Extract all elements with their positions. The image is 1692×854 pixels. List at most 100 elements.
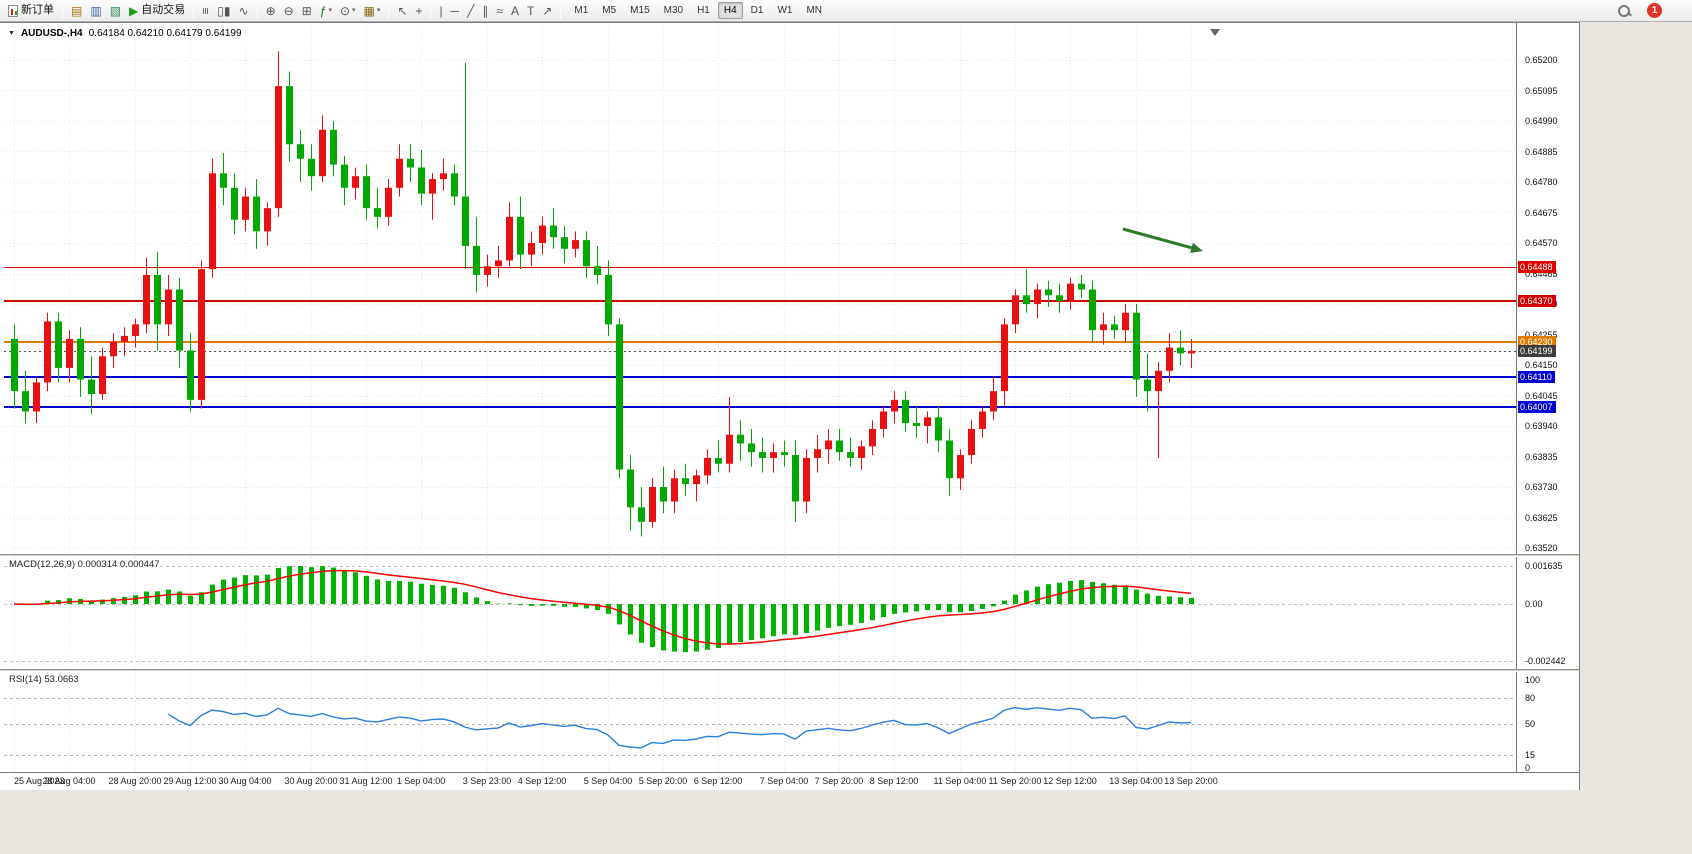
candle-chart-icon-glyph: ▯▮ xyxy=(217,3,231,18)
bar-chart-icon[interactable]: ≡ xyxy=(198,1,213,20)
channel-icon[interactable]: ∥ xyxy=(479,1,491,20)
auto-trading-button[interactable]: ▶ 自动交易 xyxy=(126,1,188,20)
toolbar-right: 1 xyxy=(1613,1,1688,20)
new-order-button[interactable]: 新订单 xyxy=(5,1,57,20)
current-price-badge: 0.64199 xyxy=(1518,344,1556,357)
time-label: 5 Sep 20:00 xyxy=(638,776,688,786)
price-tick: 0.64045 xyxy=(1525,390,1558,401)
timeframe-button-m5[interactable]: M5 xyxy=(602,5,617,16)
toolbar-buttons: 新订单 ▤ ▥ ▧ ▶ 自动交易 ≡ ▯▮ ∿ ⊕ ⊖ ⊞ ƒ ▾ ⊙ ▾ ▦ ▾ ↖ + | ─ ╱ ∥ ≈ A T ↗ xyxy=(4,1,565,20)
price-tick: 0.64885 xyxy=(1525,146,1558,157)
line-chart-icon-glyph: ∿ xyxy=(238,3,249,18)
data-window-icon-glyph: ▥ xyxy=(90,3,102,18)
macd-axis-tick: -0.002442 xyxy=(1525,656,1566,666)
timeframe-button-h4[interactable]: H4 xyxy=(717,2,743,19)
timeframe-button-m1[interactable]: M1 xyxy=(574,5,589,16)
macd-label: MACD(12,26,9) 0.000314 0.000447 xyxy=(9,559,160,570)
trendline-icon-glyph: ╱ xyxy=(467,3,475,18)
time-axis[interactable]: 25 Aug 2023 28 Aug 04:00 28 Aug 20:00 29 Au… xyxy=(0,772,1579,790)
time-label: 28 Aug 20:00 xyxy=(108,776,162,786)
bar-chart-icon-glyph: ≡ xyxy=(198,6,213,15)
navigator-icon[interactable]: ▧ xyxy=(107,1,124,20)
price-tick: 0.63940 xyxy=(1525,421,1558,431)
templates-icon[interactable]: ▦ ▾ xyxy=(361,1,384,20)
price-tick: 0.63625 xyxy=(1525,512,1558,523)
symbol-label: AUDUSD-,H4 xyxy=(20,28,83,39)
market-watch-icon[interactable]: ▤ xyxy=(68,1,85,20)
vertical-line-icon[interactable]: | xyxy=(436,1,445,20)
horizontal-line-icon-glyph: ─ xyxy=(450,3,460,18)
auto-trading-glyph: ▶ xyxy=(129,3,139,18)
horizontal-line-icon[interactable]: ─ xyxy=(448,1,463,20)
rsi-label: RSI(14) 53.0663 xyxy=(9,674,79,685)
label-icon[interactable]: T xyxy=(524,1,537,20)
data-window-icon[interactable]: ▥ xyxy=(87,1,104,20)
price-tick: 0.64780 xyxy=(1525,177,1558,187)
time-label: 8 Sep 12:00 xyxy=(869,776,919,786)
macd-canvas[interactable] xyxy=(4,557,1516,669)
line-chart-icon[interactable]: ∿ xyxy=(236,1,252,20)
cursor-icon-glyph: ↖ xyxy=(397,3,408,18)
text-icon[interactable]: A xyxy=(508,1,522,20)
macd-panel: MACD(12,26,9) 0.000314 0.000447 xyxy=(4,557,1516,669)
zoom-in-icon-glyph: ⊕ xyxy=(265,3,276,18)
zoom-out-icon-glyph: ⊖ xyxy=(283,3,294,18)
macd-axis-tick: 0.001635 xyxy=(1525,561,1563,571)
toolbar-separator xyxy=(62,2,63,19)
price-tick: 0.63520 xyxy=(1525,543,1558,553)
toolbar-separator xyxy=(430,2,432,19)
price-level-badge: 0.64110 xyxy=(1518,370,1555,383)
time-label: 30 Aug 20:00 xyxy=(284,776,338,786)
text-icon-glyph: A xyxy=(510,3,519,18)
label-icon-glyph: T xyxy=(526,3,535,18)
cursor-icon[interactable]: ↖ xyxy=(394,1,410,20)
dropdown-arrow-icon: ▾ xyxy=(328,7,332,14)
price-axis[interactable]: 0.65200 0.65095 0.64990 0.64885 0.64780 0.646… xyxy=(1516,23,1579,773)
toolbar-separator xyxy=(560,2,562,19)
market-watch-icon-glyph: ▤ xyxy=(71,3,83,18)
symbol-dropdown-icon[interactable]: ▼ xyxy=(8,30,15,37)
price-tick: 0.64465 xyxy=(1525,268,1558,279)
fibonacci-icon[interactable]: ≈ xyxy=(493,1,506,20)
time-label: 29 Aug 12:00 xyxy=(163,776,217,786)
crosshair-icon[interactable]: + xyxy=(412,1,425,20)
ohlc-values: 0.64184 0.64210 0.64179 0.64199 xyxy=(88,28,242,39)
trendline-icon[interactable]: ╱ xyxy=(464,1,477,20)
periods-icon[interactable]: ⊙ ▾ xyxy=(337,1,359,20)
dropdown-arrow-icon: ▾ xyxy=(352,7,356,14)
timeframe-button-mn[interactable]: MN xyxy=(806,5,823,16)
indicators-icon[interactable]: ƒ ▾ xyxy=(317,1,335,20)
time-label: 12 Sep 12:00 xyxy=(1043,776,1097,786)
timeframe-button-m30[interactable]: M30 xyxy=(663,5,684,16)
fibonacci-icon-glyph: ≈ xyxy=(496,3,503,18)
time-label: 28 Aug 04:00 xyxy=(42,776,96,786)
price-tick: 0.63835 xyxy=(1525,451,1558,462)
workspace-background xyxy=(1580,22,1692,790)
zoom-in-icon[interactable]: ⊕ xyxy=(263,1,279,20)
auto-trading-button-label: 自动交易 xyxy=(141,4,186,16)
price-tick: 0.64675 xyxy=(1525,207,1558,218)
rsi-axis-tick: 80 xyxy=(1525,692,1536,703)
timeframe-button-m15[interactable]: M15 xyxy=(630,5,650,16)
price-level-badge: 0.64007 xyxy=(1518,400,1556,413)
time-label: 31 Aug 12:00 xyxy=(339,776,393,786)
candle-chart-icon[interactable]: ▯▮ xyxy=(214,1,233,20)
price-tick: 0.64570 xyxy=(1525,238,1558,248)
panel-separator[interactable] xyxy=(0,669,1579,672)
time-label: 11 Sep 04:00 xyxy=(933,776,987,786)
timeframe-button-h1[interactable]: H1 xyxy=(697,5,710,16)
tile-windows-icon[interactable]: ⊞ xyxy=(299,1,315,20)
panel-separator[interactable] xyxy=(0,554,1579,557)
timeframe-button-w1[interactable]: W1 xyxy=(777,5,793,16)
price-level-badge: 0.64370 xyxy=(1518,295,1556,308)
search-button[interactable] xyxy=(1614,1,1634,20)
price-tick: 0.65095 xyxy=(1525,85,1558,96)
new-order-icon xyxy=(8,4,18,17)
price-chart-canvas[interactable] xyxy=(4,27,1516,554)
timeframe-button-d1[interactable]: D1 xyxy=(750,5,764,16)
zoom-out-icon[interactable]: ⊖ xyxy=(281,1,297,20)
rsi-canvas[interactable] xyxy=(4,672,1516,772)
arrows-icon[interactable]: ↗ xyxy=(539,1,555,20)
time-label: 13 Sep 04:00 xyxy=(1109,776,1163,786)
notification-badge[interactable]: 1 xyxy=(1647,3,1662,18)
